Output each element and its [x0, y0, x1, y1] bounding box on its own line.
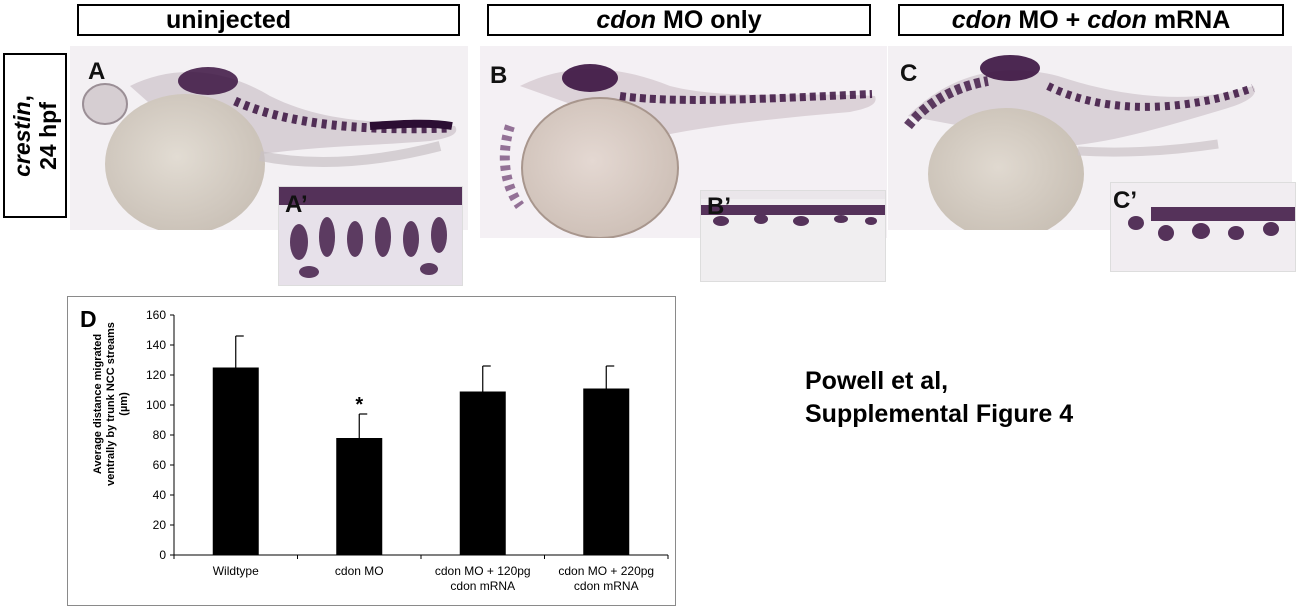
- inset-image-c: C’: [1110, 182, 1296, 272]
- y-tick-label: 100: [146, 398, 166, 412]
- y-tick-label: 60: [153, 458, 167, 472]
- y-tick-label: 140: [146, 338, 166, 352]
- embryo-image-c: C: [888, 46, 1292, 230]
- x-tick-label: cdon mRNA: [574, 579, 639, 593]
- y-tick-label: 20: [153, 518, 167, 532]
- embryo-a-drawing: [70, 46, 468, 230]
- header-rescue-gene2: cdon: [1087, 6, 1147, 34]
- y-tick-label: 160: [146, 308, 166, 322]
- panel-label-a-inset: A’: [285, 191, 308, 218]
- header-rescue: cdon MO + cdon mRNA: [898, 4, 1284, 36]
- y-tick-label: 0: [159, 548, 166, 562]
- plot-area: 0 20 40 60 80 100 120 140 160 Wildtype * cdon MO cdo…: [146, 308, 669, 593]
- header-mo-only-gene: cdon: [596, 6, 657, 34]
- chart-panel-label: D: [80, 306, 97, 332]
- inset-image-a: A’: [278, 186, 463, 286]
- credit-line-1: Powell et al,: [805, 367, 949, 395]
- inset-b-drawing: [701, 191, 885, 281]
- credit-line-2: Supplemental Figure 4: [805, 400, 1074, 428]
- bar: [583, 388, 630, 555]
- x-tick-label: Wildtype: [213, 564, 259, 578]
- bar: [336, 438, 383, 555]
- y-axis-label-line-1: Average distance migrated: [92, 334, 104, 474]
- x-tick-label: cdon MO + 120pg: [435, 564, 531, 578]
- embryo-c-drawing: [888, 46, 1292, 230]
- y-tick-label: 80: [153, 428, 167, 442]
- side-label-stage: 24 hpf: [35, 101, 61, 170]
- header-mo-only: cdon MO only: [487, 4, 871, 36]
- x-tick-label: cdon MO: [335, 564, 384, 578]
- bar: [459, 391, 506, 555]
- header-rescue-gene1: cdon: [951, 6, 1012, 34]
- x-tick-label: cdon mRNA: [450, 579, 515, 593]
- embryo-image-b: B: [480, 46, 887, 238]
- panel-label-b: B: [490, 62, 508, 89]
- header-uninjected: uninjected: [77, 4, 460, 36]
- embryo-b-drawing: [480, 46, 887, 238]
- bar-chart: D Average distance migrated ventrally by…: [80, 306, 669, 593]
- panel-label-c-inset: C’: [1113, 187, 1137, 214]
- y-axis-label-line-2: ventrally by trunk NCC streams: [105, 322, 117, 486]
- y-axis-label-line-3: (µm): [118, 392, 130, 416]
- inset-image-b: B’: [700, 190, 886, 282]
- panel-label-b-inset: B’: [707, 193, 731, 220]
- side-label-box: crestin, 24 hpf: [3, 53, 67, 218]
- side-label-comma: ,: [9, 94, 35, 101]
- panel-label-c: C: [900, 60, 918, 87]
- side-label-probe: crestin: [9, 100, 35, 177]
- bar: [212, 367, 259, 555]
- side-label: crestin, 24 hpf: [9, 95, 61, 177]
- y-tick-label: 120: [146, 368, 166, 382]
- header-uninjected-text: uninjected: [166, 6, 292, 34]
- y-axis-label: Average distance migrated ventrally by t…: [92, 322, 130, 486]
- header-rescue-rest: mRNA: [1146, 6, 1231, 34]
- inset-c-drawing: [1111, 183, 1295, 271]
- embryo-image-a: A: [70, 46, 468, 230]
- y-tick-label: 40: [153, 488, 167, 502]
- x-tick-label: cdon MO + 220pg: [558, 564, 654, 578]
- inset-a-drawing: [279, 187, 462, 285]
- header-mo-only-rest: MO only: [656, 6, 762, 34]
- header-rescue-mid: MO +: [1011, 6, 1088, 34]
- significance-marker: *: [355, 394, 363, 416]
- chart-panel-d: D Average distance migrated ventrally by…: [67, 296, 676, 606]
- panel-label-a: A: [88, 58, 106, 85]
- figure-credit: Powell et al, Supplemental Figure 4: [805, 365, 1073, 431]
